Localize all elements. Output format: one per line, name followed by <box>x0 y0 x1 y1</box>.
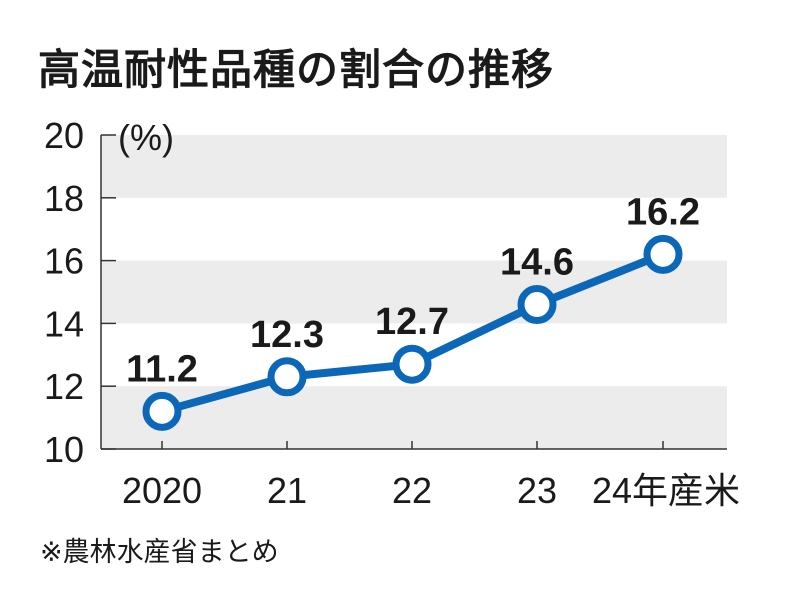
data-point <box>517 285 557 325</box>
data-label: 12.7 <box>375 301 449 343</box>
data-label: 12.3 <box>250 314 324 356</box>
y-tick-label: 20 <box>44 115 84 156</box>
grid-band <box>101 386 727 449</box>
data-label: 14.6 <box>500 242 574 284</box>
data-label: 16.2 <box>626 191 700 233</box>
x-tick-label: 2020 <box>122 470 202 511</box>
x-tick-label: 21 <box>267 470 307 511</box>
grid-band <box>101 135 727 198</box>
chart-title: 高温耐性品種の割合の推移 <box>38 45 555 94</box>
y-tick-label: 12 <box>44 366 84 407</box>
y-tick-label: 10 <box>44 429 84 470</box>
source-note: ※農林水産省まとめ <box>40 537 279 568</box>
data-point <box>267 357 307 397</box>
data-point <box>643 234 683 274</box>
data-label: 11.2 <box>126 348 198 390</box>
x-tick-label: 24年産米 <box>592 470 740 511</box>
y-tick-label: 14 <box>44 303 84 344</box>
y-tick-label: 18 <box>44 178 84 219</box>
x-tick-label: 22 <box>392 470 432 511</box>
data-point <box>392 344 432 384</box>
y-tick-label: 16 <box>44 241 84 282</box>
y-unit-label: (%) <box>118 117 174 158</box>
data-point <box>142 391 182 431</box>
x-tick-label: 23 <box>517 470 557 511</box>
